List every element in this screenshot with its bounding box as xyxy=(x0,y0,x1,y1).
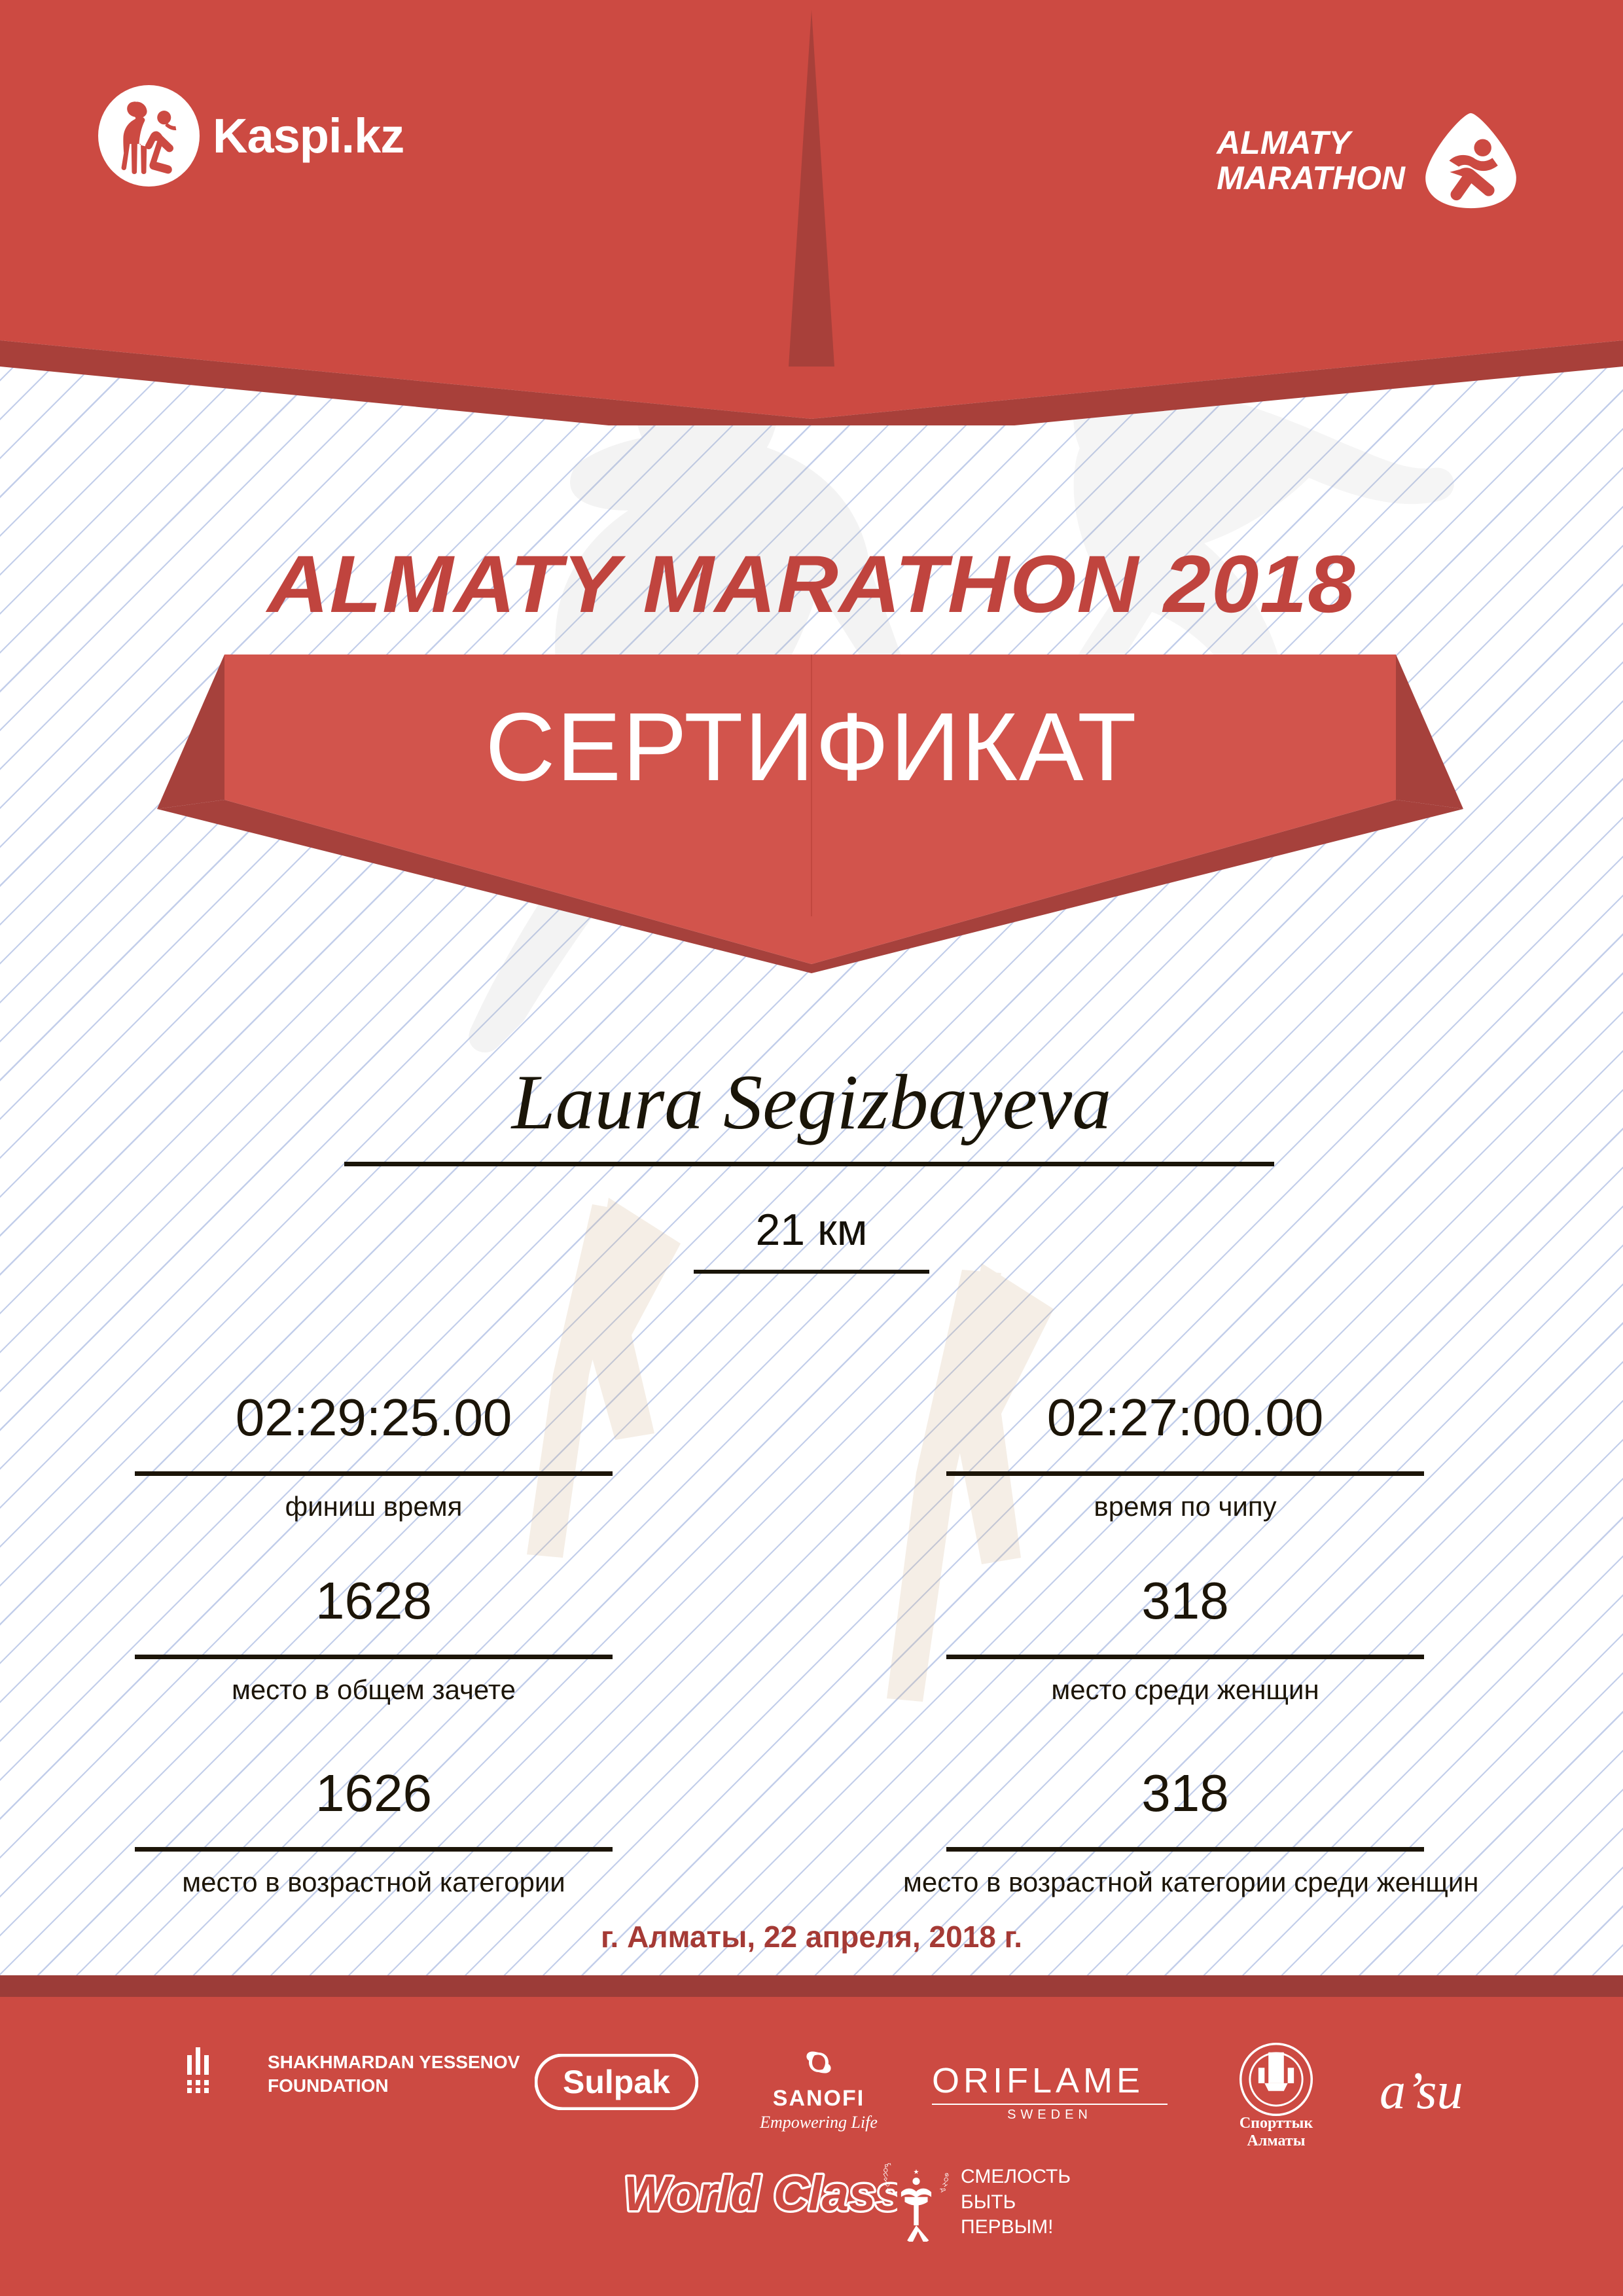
svg-text:World Class: World Class xyxy=(624,2166,897,2221)
svg-text:Т: Т xyxy=(891,2163,897,2164)
svg-text:★: ★ xyxy=(913,2169,919,2176)
svg-text:А: А xyxy=(887,2163,891,2166)
svg-text:Sulpak: Sulpak xyxy=(563,2064,670,2100)
